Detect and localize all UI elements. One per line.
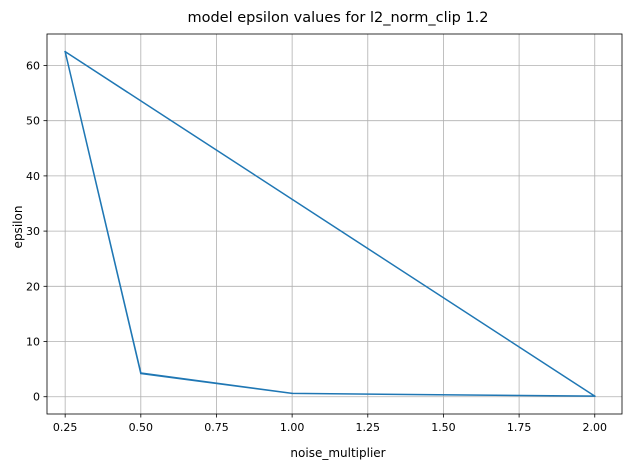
y-tick-label: 30 (26, 225, 40, 238)
data-point (594, 395, 596, 397)
x-tick-label: 1.50 (431, 421, 456, 434)
series (64, 50, 596, 397)
data-point (64, 50, 66, 53)
data-point (291, 392, 293, 395)
y-tick-label: 10 (26, 336, 40, 349)
x-tick-label: 0.75 (204, 421, 229, 434)
y-tick-label: 50 (26, 115, 40, 128)
x-tick-label: 0.25 (53, 421, 78, 434)
x-tick-label: 1.75 (507, 421, 532, 434)
data-point (140, 372, 142, 375)
chart-title: model epsilon values for l2_norm_clip 1.… (187, 10, 488, 26)
x-tick-label: 0.50 (129, 421, 154, 434)
y-tick-label: 60 (26, 59, 40, 72)
axes: 0.25 0.50 0.75 1.00 1.25 1.50 1.75 2.00 0 10 20 30 4… (26, 33, 623, 434)
x-tick-label: 1.00 (280, 421, 305, 434)
labels: model epsilon values for l2_norm_clip 1.… (11, 10, 489, 460)
y-tick-label: 40 (26, 170, 40, 183)
series-line (64, 50, 596, 397)
x-axis-label: noise_multiplier (290, 446, 385, 460)
plot-frame (46, 33, 623, 415)
x-tick-label: 2.00 (583, 421, 608, 434)
y-tick-label: 20 (26, 280, 40, 293)
grid (47, 34, 622, 414)
y-axis-label: epsilon (11, 206, 25, 249)
y-tick-label: 0 (33, 391, 40, 404)
x-tick-label: 1.25 (356, 421, 381, 434)
